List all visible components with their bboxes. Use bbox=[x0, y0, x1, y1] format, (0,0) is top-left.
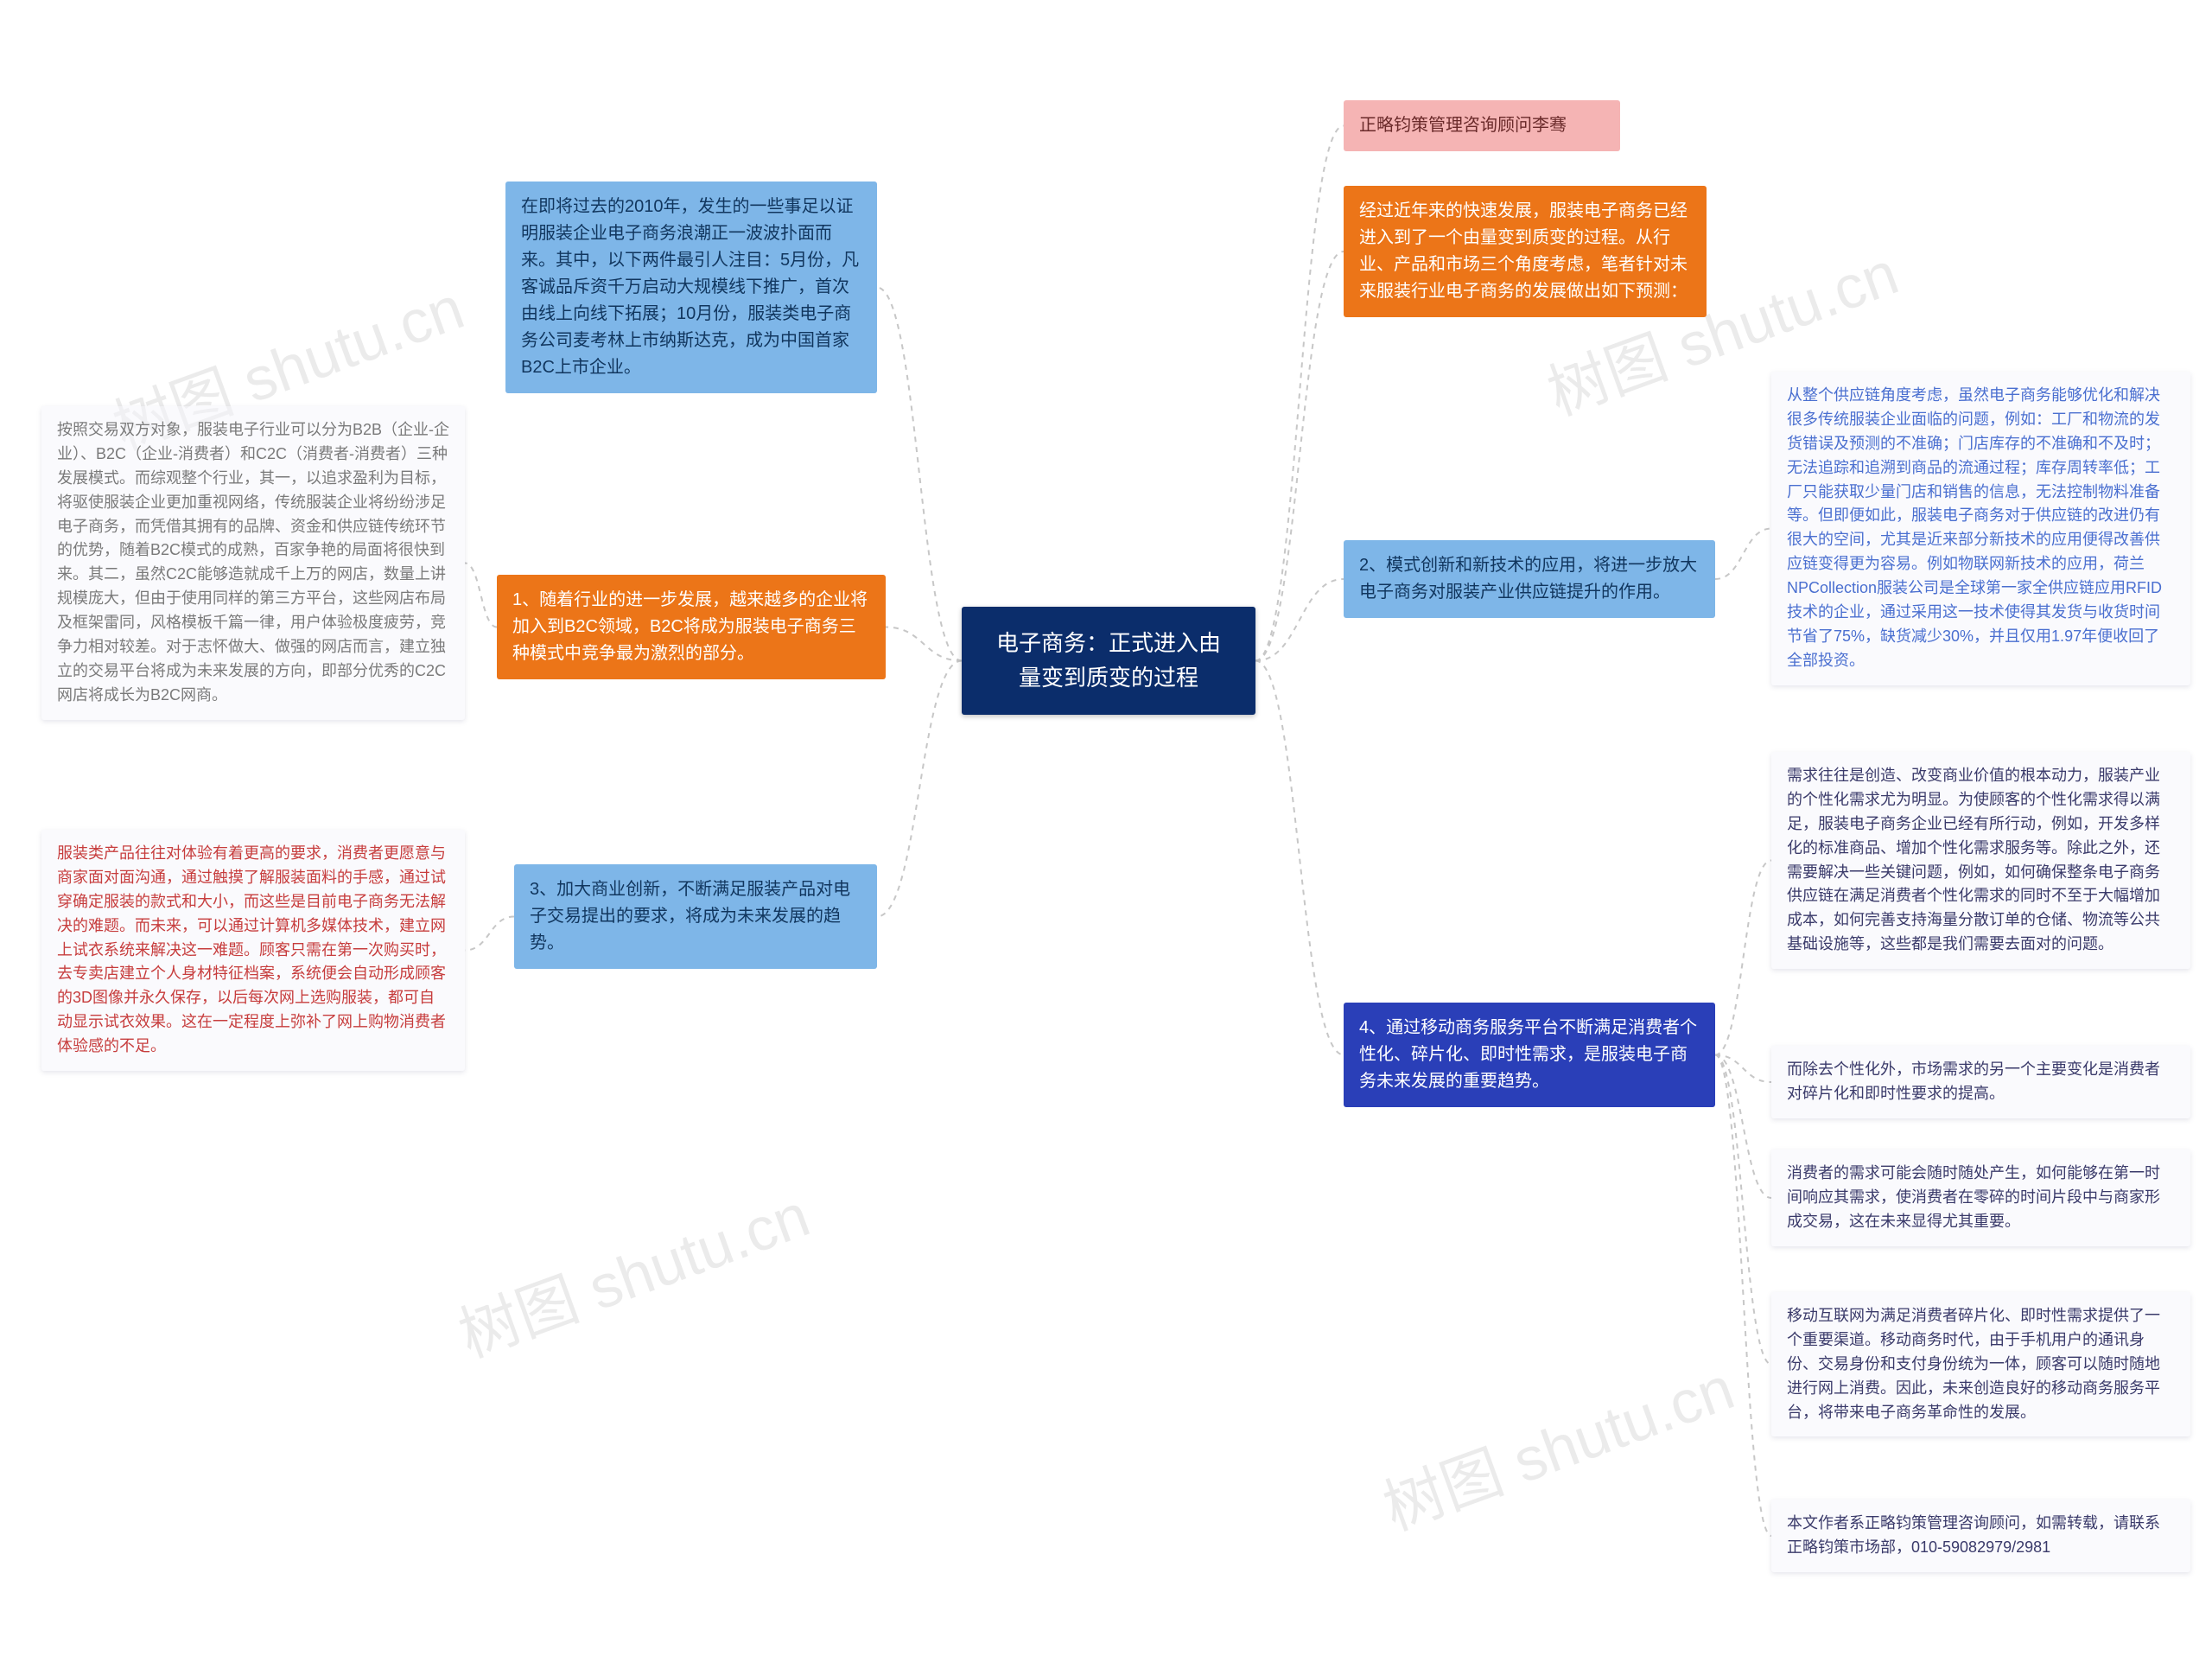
node-text: 4、通过移动商务服务平台不断满足消费者个性化、碎片化、即时性需求，是服装电子商务… bbox=[1359, 1018, 1697, 1091]
node-text: 3、加大商业创新，不断满足服装产品对电子交易提出的要求，将成为未来发展的趋势。 bbox=[530, 880, 850, 952]
leaf-node: 服装类产品往往对体验有着更高的要求，消费者更愿意与商家面对面沟通，通过触摸了解服… bbox=[41, 830, 465, 1071]
leaf-node: 按照交易双方对象，服装电子行业可以分为B2B（企业-企业）、B2C（企业-消费者… bbox=[41, 406, 465, 720]
node-text: 需求往往是创造、改变商业价值的根本动力，服装产业的个性化需求尤为明显。为使顾客的… bbox=[1787, 767, 2160, 952]
node-text: 2、模式创新和新技术的应用，将进一步放大电子商务对服装产业供应链提升的作用。 bbox=[1359, 556, 1697, 602]
node-text: 服装类产品往往对体验有着更高的要求，消费者更愿意与商家面对面沟通，通过触摸了解服… bbox=[57, 844, 446, 1054]
leaf-node: 消费者的需求可能会随时随处产生，如何能够在第一时间响应其需求，使消费者在零碎的时… bbox=[1771, 1150, 2190, 1246]
branch-node: 4、通过移动商务服务平台不断满足消费者个性化、碎片化、即时性需求，是服装电子商务… bbox=[1344, 1003, 1715, 1107]
node-text: 在即将过去的2010年，发生的一些事足以证明服装企业电子商务浪潮正一波波扑面而来… bbox=[521, 197, 859, 377]
branch-node: 3、加大商业创新，不断满足服装产品对电子交易提出的要求，将成为未来发展的趋势。 bbox=[514, 864, 877, 969]
leaf-node: 需求往往是创造、改变商业价值的根本动力，服装产业的个性化需求尤为明显。为使顾客的… bbox=[1771, 752, 2190, 969]
node-text: 移动互联网为满足消费者碎片化、即时性需求提供了一个重要渠道。移动商务时代，由于手… bbox=[1787, 1307, 2160, 1421]
node-text: 消费者的需求可能会随时随处产生，如何能够在第一时间响应其需求，使消费者在零碎的时… bbox=[1787, 1164, 2160, 1230]
node-text: 从整个供应链角度考虑，虽然电子商务能够优化和解决很多传统服装企业面临的问题，例如… bbox=[1787, 386, 2162, 669]
branch-node: 2、模式创新和新技术的应用，将进一步放大电子商务对服装产业供应链提升的作用。 bbox=[1344, 540, 1715, 618]
node-text: 正略钧策管理咨询顾问李骞 bbox=[1359, 116, 1567, 135]
leaf-node: 本文作者系正略钧策管理咨询顾问，如需转载，请联系正略钧策市场部，010-5908… bbox=[1771, 1500, 2190, 1572]
watermark: 树图 shutu.cn bbox=[1370, 1341, 1745, 1548]
branch-node: 1、随着行业的进一步发展，越来越多的企业将加入到B2C领域，B2C将成为服装电子… bbox=[497, 575, 886, 679]
root-node: 电子商务：正式进入由量变到质变的过程 bbox=[962, 607, 1255, 715]
leaf-node: 移动互联网为满足消费者碎片化、即时性需求提供了一个重要渠道。移动商务时代，由于手… bbox=[1771, 1292, 2190, 1436]
node-text: 经过近年来的快速发展，服装电子商务已经进入到了一个由量变到质变的过程。从行业、产… bbox=[1359, 201, 1688, 301]
node-text: 1、随着行业的进一步发展，越来越多的企业将加入到B2C领域，B2C将成为服装电子… bbox=[512, 590, 868, 663]
branch-node: 经过近年来的快速发展，服装电子商务已经进入到了一个由量变到质变的过程。从行业、产… bbox=[1344, 186, 1707, 317]
node-text: 按照交易双方对象，服装电子行业可以分为B2B（企业-企业）、B2C（企业-消费者… bbox=[57, 421, 449, 704]
leaf-node: 而除去个性化外，市场需求的另一个主要变化是消费者对碎片化和即时性要求的提高。 bbox=[1771, 1046, 2190, 1118]
mindmap-canvas: 树图 shutu.cn树图 shutu.cn树图 shutu.cn树图 shut… bbox=[0, 0, 2212, 1675]
node-text: 电子商务：正式进入由量变到质变的过程 bbox=[996, 630, 1221, 691]
watermark: 树图 shutu.cn bbox=[446, 1168, 820, 1375]
branch-node: 在即将过去的2010年，发生的一些事足以证明服装企业电子商务浪潮正一波波扑面而来… bbox=[505, 182, 877, 393]
node-text: 本文作者系正略钧策管理咨询顾问，如需转载，请联系正略钧策市场部，010-5908… bbox=[1787, 1514, 2160, 1556]
node-text: 而除去个性化外，市场需求的另一个主要变化是消费者对碎片化和即时性要求的提高。 bbox=[1787, 1060, 2160, 1102]
leaf-node: 从整个供应链角度考虑，虽然电子商务能够优化和解决很多传统服装企业面临的问题，例如… bbox=[1771, 372, 2190, 685]
branch-node: 正略钧策管理咨询顾问李骞 bbox=[1344, 100, 1620, 151]
